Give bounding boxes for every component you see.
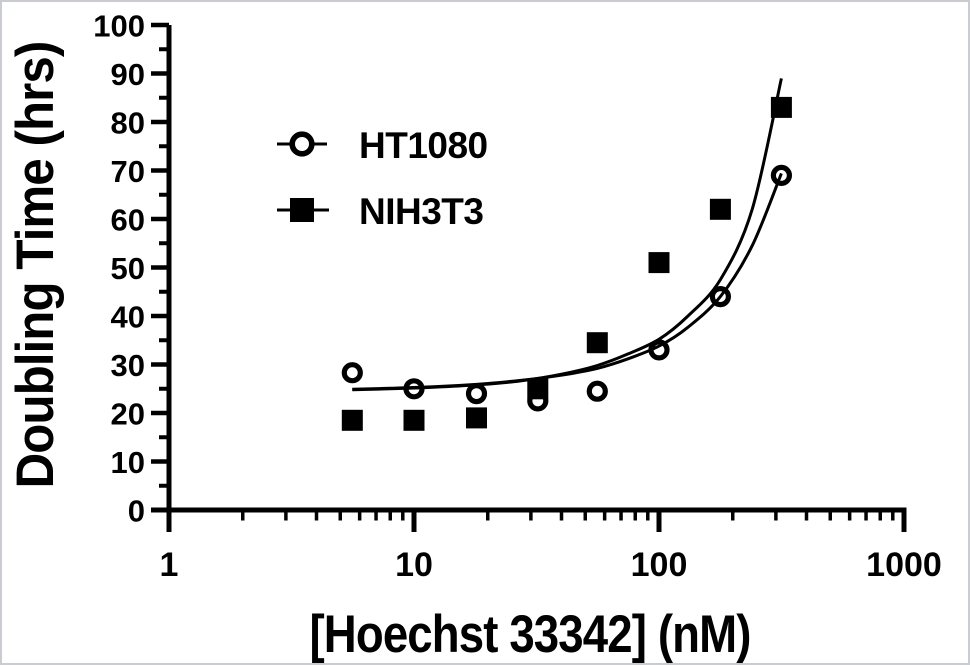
legend-label-nih3t3: NIH3T3 <box>359 191 483 232</box>
y-tick-label: 90 <box>111 57 145 92</box>
data-point-ht1080 <box>403 378 425 400</box>
data-point-ht1080 <box>586 380 608 402</box>
data-point-nih3t3 <box>466 407 487 429</box>
y-tick-label: 0 <box>128 494 145 529</box>
y-tick-label: 80 <box>111 106 145 141</box>
legend: HT1080 NIH3T3 <box>277 125 488 232</box>
data-point-ht1080 <box>341 362 363 384</box>
y-tick-label: 40 <box>111 300 145 335</box>
y-tick-label: 50 <box>111 251 145 286</box>
data-point-nih3t3 <box>770 96 792 118</box>
fit-curves <box>352 78 783 392</box>
x-tick-label: 100 <box>631 546 688 584</box>
data-point-ht1080 <box>709 286 732 308</box>
data-point-nih3t3 <box>403 409 425 431</box>
data-point-nih3t3 <box>341 409 363 431</box>
data-point-ht1080 <box>465 383 488 405</box>
data-point-nih3t3 <box>648 252 670 274</box>
y-tick-label: 10 <box>111 445 145 480</box>
x-axis-title: [Hoechst 33342] (nM) <box>309 605 750 663</box>
y-axis-title: Doubling Time (hrs) <box>5 42 64 489</box>
data-point-ht1080 <box>770 164 793 186</box>
y-tick-label: 30 <box>111 348 145 383</box>
legend-label-ht1080: HT1080 <box>359 125 488 166</box>
y-tick-label: 100 <box>93 9 145 44</box>
fit-curve-nih3t3 <box>352 78 783 392</box>
data-point-nih3t3 <box>586 332 608 354</box>
legend-marker-open-circle-icon <box>289 131 315 157</box>
data-point-ht1080 <box>648 339 670 361</box>
data-point-nih3t3 <box>527 378 549 400</box>
y-tick-label: 70 <box>111 154 145 189</box>
x-tick-label: 10 <box>395 546 433 584</box>
x-tick-label: 1000 <box>866 546 942 584</box>
legend-marker-filled-square-icon <box>290 198 314 222</box>
y-tick-label: 60 <box>111 203 145 238</box>
data-points <box>341 96 793 431</box>
data-point-nih3t3 <box>709 198 731 220</box>
x-tick-label: 1 <box>160 546 179 584</box>
y-tick-label: 20 <box>111 397 145 432</box>
